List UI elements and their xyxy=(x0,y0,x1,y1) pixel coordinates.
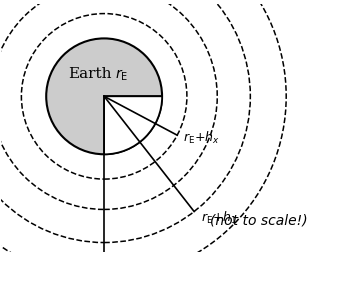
Text: $r_\mathrm{E}$: $r_\mathrm{E}$ xyxy=(115,67,129,83)
Text: Earth: Earth xyxy=(69,67,112,81)
Wedge shape xyxy=(104,96,162,154)
Text: $r_\mathrm{E}$+$h_x$: $r_\mathrm{E}$+$h_x$ xyxy=(183,130,219,146)
Text: (not to scale!): (not to scale!) xyxy=(210,214,307,228)
Circle shape xyxy=(46,38,162,154)
Text: $r_\mathrm{E}$+$h_1$: $r_\mathrm{E}$+$h_1$ xyxy=(201,210,237,226)
